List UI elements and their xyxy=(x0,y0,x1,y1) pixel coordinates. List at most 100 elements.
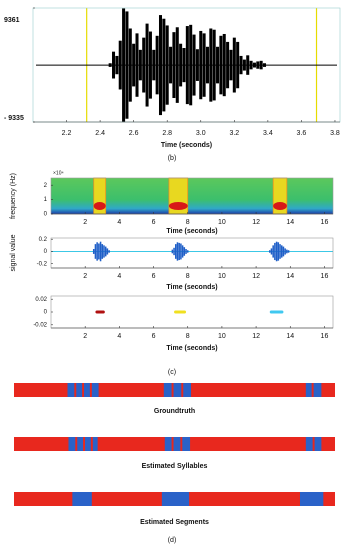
amplitude xyxy=(106,248,109,255)
amplitude xyxy=(185,249,187,254)
amplitude xyxy=(246,55,250,75)
x-tick-label: 14 xyxy=(286,333,294,340)
amplitude xyxy=(195,49,199,81)
caption: (b) xyxy=(168,155,177,162)
strip-label: Estimated Segments xyxy=(140,519,209,526)
y-tick-label: 0.2 xyxy=(39,237,48,243)
x-tick-label: 14 xyxy=(286,273,294,280)
amplitude xyxy=(96,242,98,261)
amplitude xyxy=(284,248,286,255)
x-tick-label: 4 xyxy=(117,333,121,340)
x-tick-label: 12 xyxy=(252,273,260,280)
energy-core xyxy=(93,202,106,210)
x-tick-label: 6 xyxy=(152,273,156,280)
amplitude xyxy=(172,32,176,99)
y-axis-label: signal value xyxy=(10,234,17,271)
segment xyxy=(164,437,172,451)
energy-core xyxy=(168,202,188,210)
amplitude xyxy=(158,15,163,116)
amplitude xyxy=(132,43,136,87)
amplitude xyxy=(270,248,273,255)
amplitude xyxy=(272,245,274,258)
segment xyxy=(299,492,324,506)
amplitude xyxy=(262,63,267,67)
x-axis-label: Time (seconds) xyxy=(166,228,217,235)
interval xyxy=(174,310,187,314)
amplitude xyxy=(142,37,146,93)
x-tick-label: 3.4 xyxy=(263,130,273,137)
amplitude xyxy=(242,59,246,71)
amplitude xyxy=(176,242,179,261)
plot-frame xyxy=(50,295,334,329)
amplitude xyxy=(135,33,139,97)
caption: (d) xyxy=(168,537,177,544)
segment xyxy=(72,492,92,506)
segment xyxy=(67,383,75,397)
segment xyxy=(91,383,99,397)
y-tick-label: 9361 xyxy=(4,17,20,24)
amplitude xyxy=(94,244,97,259)
amplitude xyxy=(145,23,149,107)
amplitude xyxy=(277,242,280,261)
amplitude xyxy=(286,249,288,254)
segment xyxy=(85,437,91,451)
amplitude xyxy=(192,34,196,96)
x-tick-label: 3.8 xyxy=(330,130,340,137)
x-tick-label: 8 xyxy=(186,333,190,340)
amplitude xyxy=(209,28,213,102)
amplitude xyxy=(174,244,177,259)
amplitude xyxy=(179,43,183,87)
x-tick-label: 4 xyxy=(117,273,121,280)
amplitude xyxy=(98,243,100,260)
amplitude xyxy=(202,33,206,97)
segment xyxy=(161,492,190,506)
amplitude xyxy=(185,26,189,105)
x-tick-label: 6 xyxy=(152,333,156,340)
amplitude xyxy=(229,49,233,81)
amplitude xyxy=(216,46,220,84)
x-axis-label: Time (seconds) xyxy=(161,142,212,149)
amplitude xyxy=(169,46,173,84)
amplitude xyxy=(128,28,132,102)
amplitude xyxy=(236,41,240,89)
x-tick-label: 10 xyxy=(218,333,226,340)
y-tick-label: 2 xyxy=(44,183,48,189)
amplitude xyxy=(259,60,263,70)
y-tick-label: 1 xyxy=(44,197,48,203)
x-axis-label: Time (seconds) xyxy=(166,284,217,291)
x-tick-label: 16 xyxy=(321,273,329,280)
segment xyxy=(76,383,83,397)
segment xyxy=(183,383,192,397)
segment xyxy=(305,383,312,397)
amplitude xyxy=(138,49,142,81)
amplitude xyxy=(103,245,105,258)
interval xyxy=(95,310,105,314)
amplitude xyxy=(92,249,95,254)
x-tick-label: 3.2 xyxy=(229,130,239,137)
amplitude xyxy=(115,55,119,75)
amplitude xyxy=(99,241,102,262)
segment xyxy=(92,437,98,451)
amplitude xyxy=(108,63,112,67)
amplitude xyxy=(268,250,271,253)
y-tick-label: - 9335 xyxy=(4,115,24,122)
amplitude xyxy=(256,61,260,69)
amplitude xyxy=(101,244,104,259)
amplitude xyxy=(122,8,126,122)
amplitude xyxy=(280,245,283,258)
x-tick-label: 3.6 xyxy=(297,130,307,137)
amplitude xyxy=(155,35,159,95)
x-tick-label: 8 xyxy=(186,219,190,226)
x-tick-label: 2.2 xyxy=(62,130,72,137)
amplitude xyxy=(274,242,276,261)
x-tick-label: 12 xyxy=(252,219,260,226)
amplitude xyxy=(186,250,189,253)
y-tick-label: -0.02 xyxy=(33,322,47,328)
interval xyxy=(269,310,284,314)
spectrogram xyxy=(51,178,333,214)
strip-label: Estimated Syllables xyxy=(142,463,208,470)
segment xyxy=(68,437,76,451)
segment xyxy=(305,437,313,451)
amplitude xyxy=(108,250,110,253)
